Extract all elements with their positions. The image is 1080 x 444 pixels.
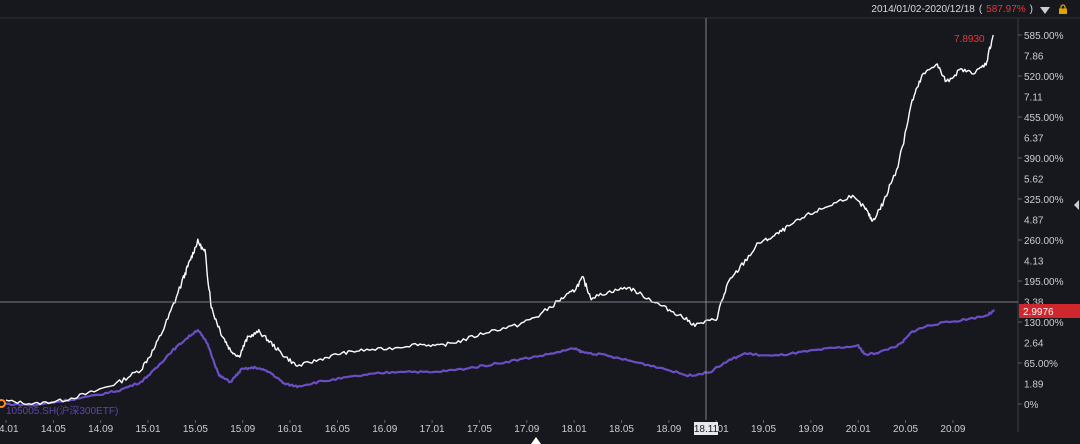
y-tick-price-label: 4.87 — [1024, 216, 1044, 227]
y-tick-pct-label: 455.00% — [1024, 113, 1064, 124]
crosshair-x-value: 18.11 — [694, 424, 719, 435]
x-tick-label: 14.09 — [88, 424, 113, 435]
total-return-label: 587.97% — [986, 4, 1026, 15]
x-tick-label: 15.09 — [230, 424, 255, 435]
x-tick-label: 17.01 — [420, 424, 445, 435]
crosshair-y-badge — [1019, 304, 1080, 318]
x-tick-label: 18.01 — [562, 424, 587, 435]
x-tick-label: 19.09 — [798, 424, 823, 435]
x-tick-label: 16.09 — [372, 424, 397, 435]
y-tick-price-label: 7.11 — [1024, 93, 1043, 104]
y-tick-price-label: 6.37 — [1024, 134, 1044, 145]
x-tick-label: 16.05 — [325, 424, 350, 435]
y-tick-pct-label: 130.00% — [1024, 318, 1064, 329]
open-paren: ( — [978, 4, 983, 15]
x-tick-label: 17.09 — [514, 424, 539, 435]
x-tick-label: 20.09 — [940, 424, 965, 435]
x-tick-label: 19.05 — [751, 424, 776, 435]
y-tick-price-label: 4.13 — [1024, 257, 1044, 268]
x-tick-label: 16.01 — [278, 424, 303, 435]
date-range-header[interactable]: 2014/01/02-2020/12/18(587.97%) — [871, 3, 1050, 17]
compare-series-label: 105005.SH(沪深300ETF) — [6, 406, 119, 417]
x-tick-label: 20.05 — [893, 424, 918, 435]
crosshair-y-value: 2.9976 — [1023, 307, 1054, 318]
lock-icon[interactable] — [1058, 4, 1068, 14]
x-tick-label: 14.05 — [41, 424, 66, 435]
x-tick-label: 17.05 — [467, 424, 492, 435]
y-tick-pct-label: 65.00% — [1024, 359, 1058, 370]
y-tick-pct-label: 195.00% — [1024, 277, 1064, 288]
y-tick-price-label: 3.38 — [1024, 298, 1044, 309]
cursor-icon — [531, 437, 541, 444]
y-tick-pct-label: 325.00% — [1024, 195, 1064, 206]
y-tick-pct-label: 520.00% — [1024, 72, 1064, 83]
y-tick-pct-label: 390.00% — [1024, 154, 1064, 165]
y-tick-price-label: 5.62 — [1024, 175, 1044, 186]
compare-series-line[interactable] — [6, 309, 995, 407]
main-series-line[interactable] — [5, 34, 994, 406]
y-tick-pct-label: 585.00% — [1024, 31, 1064, 42]
y-tick-price-label: 1.89 — [1024, 380, 1044, 391]
close-paren: ) — [1029, 4, 1033, 15]
collapse-panel-icon[interactable] — [1072, 196, 1080, 214]
chevron-down-icon[interactable] — [1040, 6, 1050, 14]
last-value-label: 7.8930 — [954, 34, 985, 45]
y-tick-price-label: 2.64 — [1024, 339, 1044, 350]
x-tick-label: 18.05 — [609, 424, 634, 435]
drag-handle-icon[interactable] — [0, 399, 6, 408]
y-tick-pct-label: 260.00% — [1024, 236, 1064, 247]
crosshair-x-badge — [694, 422, 718, 435]
x-tick-label: 15.01 — [136, 424, 161, 435]
x-tick-label: 15.05 — [183, 424, 208, 435]
x-tick-label: 20.01 — [846, 424, 871, 435]
date-range-label: 2014/01/02-2020/12/18 — [871, 4, 975, 15]
x-tick-label: 14.01 — [0, 424, 19, 435]
y-tick-price-label: 7.86 — [1024, 52, 1044, 63]
y-tick-pct-label: 0% — [1024, 400, 1039, 411]
x-tick-label: 18.09 — [656, 424, 681, 435]
